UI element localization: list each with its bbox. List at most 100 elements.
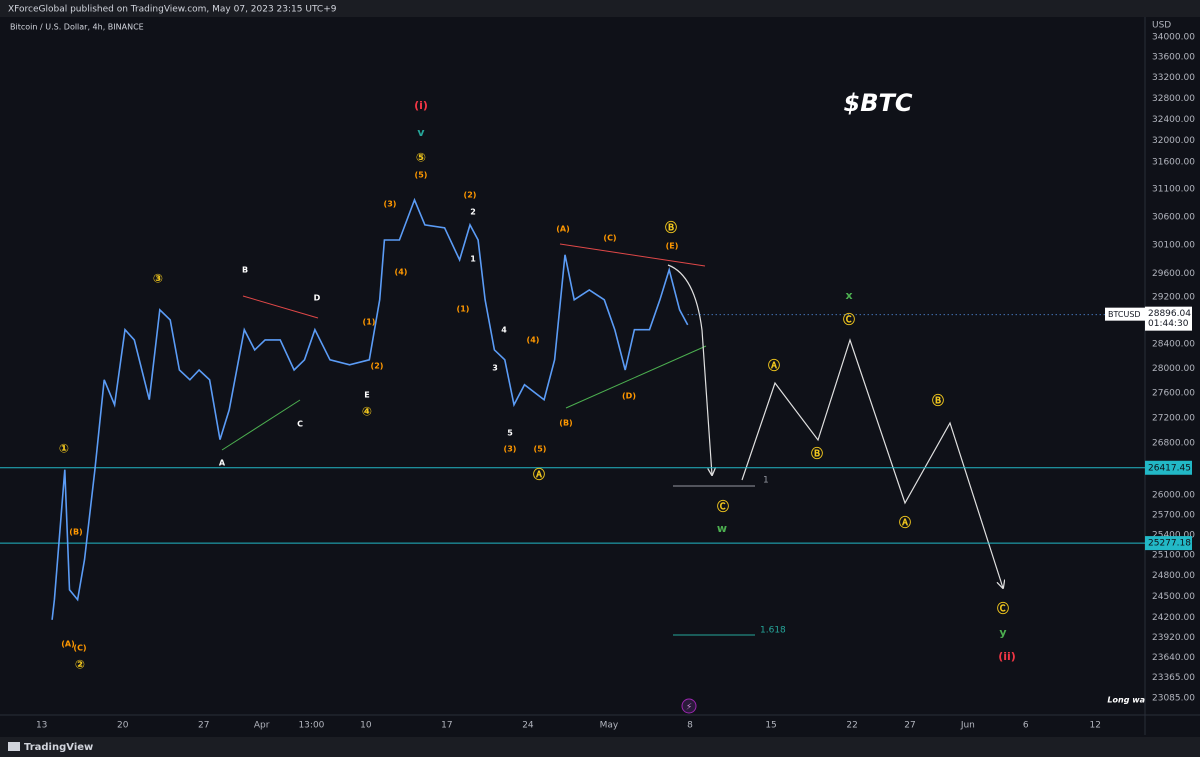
wave-label: ② [75, 658, 85, 672]
wave-label: (E) [666, 242, 679, 251]
x-tick-label: 17 [441, 721, 452, 731]
wave-label: ① [59, 442, 69, 456]
y-tick-label: 32000.00 [1152, 136, 1195, 146]
wave-label: ③ [153, 272, 163, 286]
x-tick-label: 27 [198, 721, 209, 731]
level-tag [1145, 536, 1192, 551]
wave-label: x [845, 289, 852, 302]
event-icon-glyph: ⚡ [686, 703, 692, 713]
wave-label: 2 [470, 208, 476, 217]
y-tick-label: 28000.00 [1152, 364, 1195, 374]
y-tick-label: 25700.00 [1152, 510, 1195, 520]
level-tag-label: 26417.45 [1148, 463, 1191, 473]
wave-label: Ⓐ [899, 515, 911, 530]
y-tick-label: 26000.00 [1152, 490, 1195, 500]
y-tick-label: 29600.00 [1152, 269, 1195, 279]
wave-label: (D) [622, 392, 636, 401]
y-tick-label: 31600.00 [1152, 157, 1195, 167]
x-tick-label: 13 [36, 721, 47, 731]
y-tick-label: 31100.00 [1152, 185, 1195, 195]
footnote: Long wa [1107, 696, 1145, 705]
footer [0, 737, 1200, 757]
publish-info: XForceGlobal published on TradingView.co… [8, 5, 337, 15]
x-tick-label: 15 [765, 721, 776, 731]
wave-label: Ⓐ [533, 467, 545, 482]
wave-label: (A) [556, 225, 570, 234]
x-tick-label: 12 [1089, 721, 1100, 731]
x-tick-label: 8 [687, 721, 693, 731]
wave-label: (1) [457, 305, 470, 314]
wave-label: (C) [603, 234, 616, 243]
y-tick-label: 23920.00 [1152, 633, 1195, 643]
x-tick-label: 22 [846, 721, 857, 731]
x-tick-label: Jun [960, 721, 975, 731]
wave-label: 3 [492, 364, 498, 373]
wave-label: E [364, 391, 369, 400]
y-tick-label: 23085.00 [1152, 693, 1195, 703]
chart-title: $BTC [844, 89, 913, 117]
level-tag [1145, 460, 1192, 475]
y-tick-label: 24200.00 [1152, 613, 1195, 623]
price-line [51, 197, 689, 620]
symbol-tag-label: BTCUSD [1108, 310, 1141, 319]
wave-label: (4) [395, 268, 408, 277]
wave-label: (4) [527, 336, 540, 345]
wave-label: Ⓒ [997, 601, 1009, 616]
level-tag-label: 25277.18 [1148, 539, 1191, 549]
wave-label: Ⓑ [811, 446, 823, 461]
y-tick-label: 25100.00 [1152, 551, 1195, 561]
wave-label: (i) [414, 99, 428, 112]
y-tick-label: 27600.00 [1152, 389, 1195, 399]
y-tick-label: 27200.00 [1152, 413, 1195, 423]
wave-label: (5) [534, 445, 547, 454]
x-tick-label: 13:00 [298, 721, 324, 731]
wave-label: D [314, 294, 321, 303]
trendline [565, 345, 707, 409]
wave-label: ⑤ [416, 151, 426, 165]
wave-label: 5 [507, 429, 513, 438]
y-tick-label: 23640.00 [1152, 653, 1195, 663]
y-tick-label: 30100.00 [1152, 240, 1195, 250]
plot: 34000.00 33600.00 33200.00 32800.00 32400.00… [0, 32, 1195, 731]
countdown-label: 01:44:30 [1148, 319, 1189, 329]
y-tick-label: 26800.00 [1152, 439, 1195, 449]
y-tick-label: 29200.00 [1152, 292, 1195, 302]
wave-label: (2) [371, 362, 384, 371]
wave-label: C [297, 420, 303, 429]
y-tick-label: 33200.00 [1152, 73, 1195, 83]
wave-label: (C) [73, 644, 86, 653]
y-tick-label: 34000.00 [1152, 32, 1195, 42]
y-tick-label: 33600.00 [1152, 53, 1195, 63]
y-tick-label: 32800.00 [1152, 94, 1195, 104]
price-tag [1145, 306, 1192, 331]
wave-label: v [417, 126, 425, 139]
trendline [559, 243, 706, 267]
trendline [221, 399, 301, 451]
x-tick-label: 10 [360, 721, 372, 731]
logo [8, 742, 20, 751]
projection-path [741, 338, 1003, 588]
wave-label: w [717, 522, 727, 535]
wave-label: 4 [501, 326, 507, 335]
axis-unit: USD [1152, 21, 1171, 31]
wave-label: Ⓒ [843, 312, 855, 327]
y-tick-label: 28400.00 [1152, 340, 1195, 350]
event-icon[interactable] [681, 698, 697, 714]
y-tick-label: 24800.00 [1152, 571, 1195, 581]
y-tick-label: 25400.00 [1152, 530, 1195, 540]
wave-label: 1 [470, 255, 476, 264]
x-tick-label: 20 [117, 721, 129, 731]
x-tick-label: Apr [254, 721, 270, 731]
x-tick-label: 24 [522, 721, 534, 731]
wave-label: y [999, 626, 1006, 639]
wave-label: Ⓒ [717, 499, 729, 514]
symbol-tag [1105, 307, 1145, 321]
top-bar [0, 0, 1200, 17]
wave-label: B [242, 266, 248, 275]
wave-label: (3) [504, 445, 517, 454]
wave-label: (B) [69, 528, 82, 537]
wave-label: Ⓑ [665, 220, 677, 235]
